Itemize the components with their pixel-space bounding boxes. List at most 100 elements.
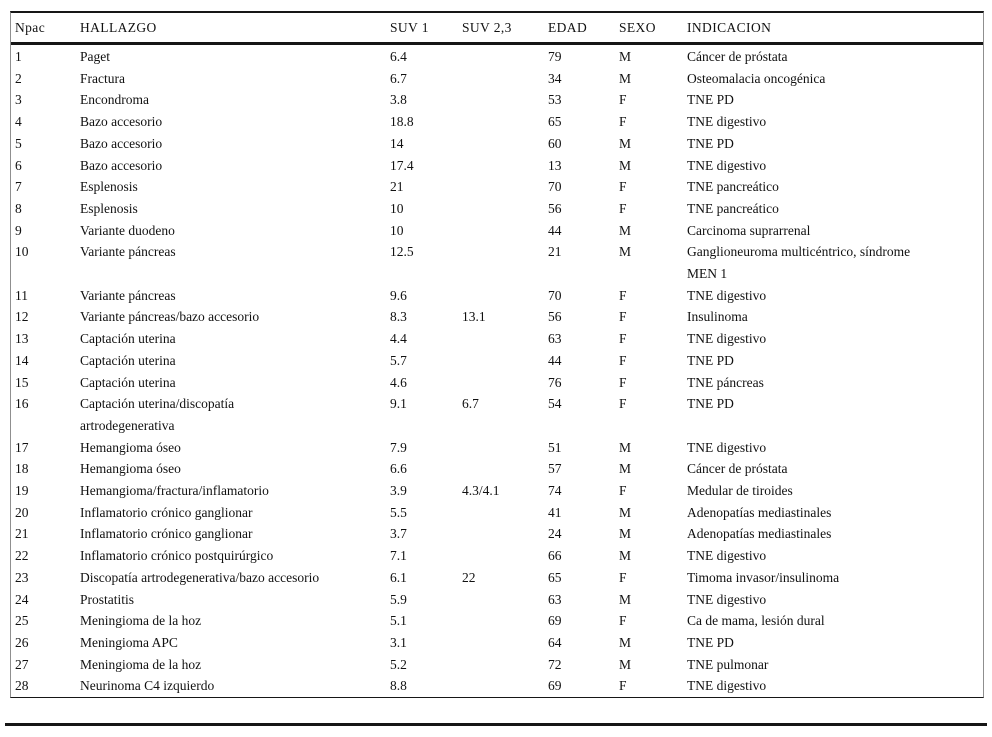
cell-suv23 bbox=[462, 285, 548, 307]
cell-indicacion: TNE pancreático bbox=[687, 179, 779, 195]
table-row: 8 Esplenosis 10 56 F TNE pancreático bbox=[11, 198, 983, 220]
cell-indicacion: TNE digestivo bbox=[687, 678, 767, 694]
cell-edad: 57 bbox=[548, 461, 562, 477]
cell-indicacion: TNE digestivo bbox=[687, 548, 767, 564]
table-row: 26 Meningioma APC 3.1 64 M TNE PD bbox=[11, 632, 983, 654]
cell-suv23 bbox=[462, 328, 548, 350]
cell-sexo: F bbox=[619, 309, 627, 325]
cell-npac: 14 bbox=[15, 352, 29, 368]
cell-npac: 16 bbox=[15, 396, 29, 412]
cell-npac: 21 bbox=[15, 526, 29, 542]
cell-suv23 bbox=[462, 675, 548, 697]
cell-npac: 12 bbox=[15, 309, 29, 325]
cell-sexo: M bbox=[619, 548, 632, 564]
cell-suv23 bbox=[462, 111, 548, 133]
cell-sexo: F bbox=[619, 569, 627, 585]
results-table: Npac HALLAZGO SUV 1 SUV 2,3 EDAD SEXO IN… bbox=[11, 13, 983, 697]
cell-edad: 69 bbox=[548, 678, 562, 694]
cell-indicacion: Ganglioneuroma multicéntrico, síndrome M… bbox=[687, 244, 911, 282]
cell-suv1: 10 bbox=[390, 200, 404, 216]
cell-edad: 63 bbox=[548, 331, 562, 347]
cell-indicacion: Medular de tiroides bbox=[687, 483, 793, 499]
col-header-suv23: SUV 2,3 bbox=[462, 13, 548, 45]
cell-suv23: 4.3/4.1 bbox=[462, 483, 500, 499]
cell-npac: 3 bbox=[15, 92, 22, 108]
cell-npac: 24 bbox=[15, 591, 29, 607]
cell-edad: 63 bbox=[548, 591, 562, 607]
cell-hallazgo: Captación uterina bbox=[80, 331, 176, 347]
cell-hallazgo: Hemangioma/fractura/inflamatorio bbox=[80, 483, 269, 499]
cell-hallazgo: Captación uterina bbox=[80, 352, 176, 368]
cell-hallazgo: Prostatitis bbox=[80, 591, 135, 607]
cell-indicacion: Insulinoma bbox=[687, 309, 748, 325]
cell-indicacion: TNE pulmonar bbox=[687, 656, 769, 672]
cell-suv1: 17.4 bbox=[390, 157, 414, 173]
cell-edad: 56 bbox=[548, 309, 562, 325]
col-header-edad: EDAD bbox=[548, 13, 619, 45]
cell-sexo: F bbox=[619, 352, 627, 368]
cell-suv23 bbox=[462, 350, 548, 372]
cell-sexo: F bbox=[619, 114, 627, 130]
table-row: 21 Inflamatorio crónico ganglionar 3.7 24 M A… bbox=[11, 523, 983, 545]
cell-sexo: F bbox=[619, 483, 627, 499]
cell-edad: 66 bbox=[548, 548, 562, 564]
col-header-hallazgo: HALLAZGO bbox=[80, 13, 390, 45]
cell-suv23: 6.7 bbox=[462, 396, 479, 412]
cell-suv1: 3.1 bbox=[390, 634, 407, 650]
cell-suv23 bbox=[462, 44, 548, 68]
cell-indicacion: Ca de mama, lesión dural bbox=[687, 613, 825, 629]
cell-sexo: M bbox=[619, 656, 632, 672]
cell-suv23 bbox=[462, 372, 548, 394]
cell-hallazgo: Variante páncreas/bazo accesorio bbox=[80, 309, 260, 325]
cell-suv23 bbox=[462, 89, 548, 111]
cell-suv1: 7.9 bbox=[390, 439, 407, 455]
cell-suv1: 5.7 bbox=[390, 352, 407, 368]
cell-suv1: 21 bbox=[390, 179, 404, 195]
cell-suv1: 12.5 bbox=[390, 244, 414, 260]
cell-indicacion: Osteomalacia oncogénica bbox=[687, 70, 826, 86]
cell-suv23 bbox=[462, 220, 548, 242]
table-row: 27 Meningioma de la hoz 5.2 72 M TNE pulmonar bbox=[11, 654, 983, 676]
cell-indicacion: TNE PD bbox=[687, 135, 734, 151]
cell-suv1: 7.1 bbox=[390, 548, 407, 564]
cell-sexo: M bbox=[619, 222, 632, 238]
cell-suv1: 3.7 bbox=[390, 526, 407, 542]
table-row: 6 Bazo accesorio 17.4 13 M TNE digestivo bbox=[11, 155, 983, 177]
cell-suv23 bbox=[462, 155, 548, 177]
cell-npac: 1 bbox=[15, 49, 22, 64]
cell-npac: 6 bbox=[15, 157, 22, 173]
cell-hallazgo: Meningioma de la hoz bbox=[80, 656, 202, 672]
table-row: 16 Captación uterina/discopatía artrodege… bbox=[11, 393, 983, 436]
cell-npac: 13 bbox=[15, 331, 29, 347]
cell-suv23 bbox=[462, 437, 548, 459]
cell-hallazgo: Variante duodeno bbox=[80, 222, 175, 238]
cell-npac: 25 bbox=[15, 613, 29, 629]
cell-edad: 54 bbox=[548, 396, 562, 412]
cell-suv23 bbox=[462, 198, 548, 220]
cell-hallazgo: Hemangioma óseo bbox=[80, 439, 181, 455]
cell-indicacion: TNE PD bbox=[687, 634, 734, 650]
table-row: 22 Inflamatorio crónico postquirúrgico 7.1… bbox=[11, 545, 983, 567]
cell-sexo: F bbox=[619, 200, 627, 216]
cell-suv1: 6.1 bbox=[390, 569, 407, 585]
cell-sexo: M bbox=[619, 135, 632, 151]
cell-indicacion: TNE digestivo bbox=[687, 114, 767, 130]
cell-edad: 74 bbox=[548, 483, 562, 499]
cell-npac: 19 bbox=[15, 483, 29, 499]
cell-sexo: M bbox=[619, 70, 632, 86]
cell-sexo: M bbox=[619, 439, 632, 455]
cell-suv1: 9.1 bbox=[390, 396, 407, 412]
cell-hallazgo: Bazo accesorio bbox=[80, 114, 163, 130]
cell-edad: 13 bbox=[548, 157, 562, 173]
cell-suv1: 6.6 bbox=[390, 461, 407, 477]
cell-indicacion: TNE digestivo bbox=[687, 331, 767, 347]
cell-hallazgo: Esplenosis bbox=[80, 179, 138, 195]
cell-npac: 17 bbox=[15, 439, 29, 455]
cell-suv23 bbox=[462, 654, 548, 676]
cell-suv1: 5.9 bbox=[390, 591, 407, 607]
cell-indicacion: TNE digestivo bbox=[687, 287, 767, 303]
cell-suv1: 3.9 bbox=[390, 483, 407, 499]
cell-sexo: M bbox=[619, 49, 632, 64]
cell-indicacion: Cáncer de próstata bbox=[687, 461, 788, 477]
cell-suv23 bbox=[462, 632, 548, 654]
